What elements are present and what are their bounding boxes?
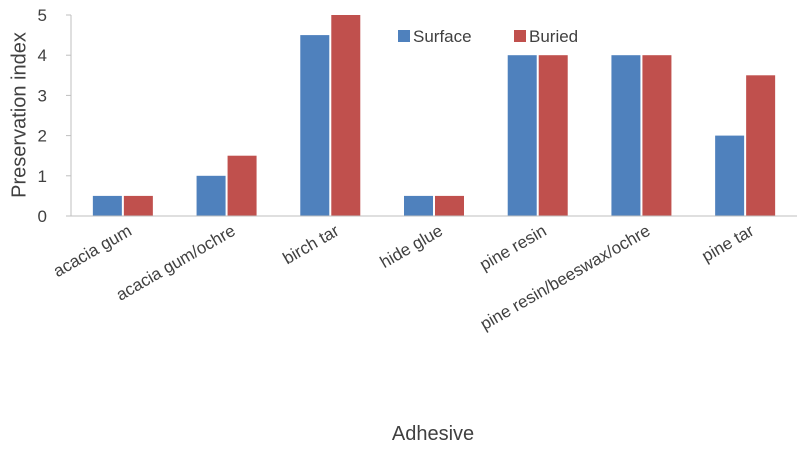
bar-surface-hide-glue <box>404 195 433 216</box>
legend-label-buried: Buried <box>529 27 578 46</box>
y-tick-label: 4 <box>38 46 47 65</box>
legend-label-surface: Surface <box>413 27 472 46</box>
bar-buried-acacia-gum <box>123 195 153 216</box>
y-tick-label: 0 <box>38 207 47 226</box>
x-tick-label: pine resin/beeswax/ochre <box>477 221 653 334</box>
y-tick-label: 1 <box>38 167 47 186</box>
x-tick-label: pine tar <box>699 221 758 266</box>
legend-swatch-buried <box>514 30 526 42</box>
bar-surface-pine-resin <box>507 55 537 217</box>
x-tick-label: pine resin <box>476 221 549 274</box>
bar-buried-pine-resin-beeswax-ochre <box>642 55 672 217</box>
y-tick-label: 2 <box>38 127 47 146</box>
y-axis-title: Preservation index <box>8 32 30 198</box>
bar-buried-acacia-gum-ochre <box>227 155 257 216</box>
y-axis-ticks: 0 1 2 3 4 5 <box>38 6 71 226</box>
y-tick-label: 3 <box>38 86 47 105</box>
bar-surface-pine-tar <box>715 135 745 216</box>
bar-surface-acacia-gum-ochre <box>196 175 226 216</box>
bar-surface-birch-tar <box>300 35 330 216</box>
bar-surface-acacia-gum <box>92 195 122 216</box>
bar-buried-pine-resin <box>538 55 568 217</box>
x-tick-label: acacia gum <box>50 221 135 281</box>
y-tick-label: 5 <box>38 6 47 25</box>
legend: Surface Buried <box>398 27 578 46</box>
x-tick-label: hide glue <box>377 221 446 272</box>
legend-swatch-surface <box>398 30 410 42</box>
bars <box>92 15 776 217</box>
x-tick-label: birch tar <box>280 221 343 268</box>
bar-buried-hide-glue <box>435 195 464 216</box>
x-axis-title: Adhesive <box>392 423 474 445</box>
bar-buried-pine-tar <box>746 75 776 216</box>
bar-buried-birch-tar <box>331 15 361 216</box>
bar-surface-pine-resin-beeswax-ochre <box>611 55 641 217</box>
